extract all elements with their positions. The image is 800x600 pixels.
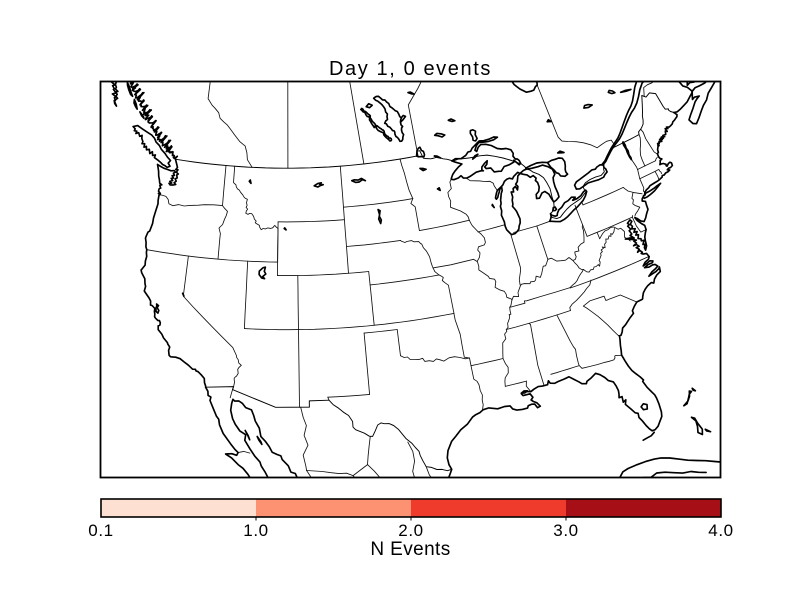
svg-text:3.0: 3.0 bbox=[553, 521, 578, 540]
svg-text:1.0: 1.0 bbox=[243, 521, 268, 540]
svg-text:0.1: 0.1 bbox=[88, 521, 113, 540]
svg-text:2.0: 2.0 bbox=[398, 521, 423, 540]
svg-text:4.0: 4.0 bbox=[708, 521, 733, 540]
